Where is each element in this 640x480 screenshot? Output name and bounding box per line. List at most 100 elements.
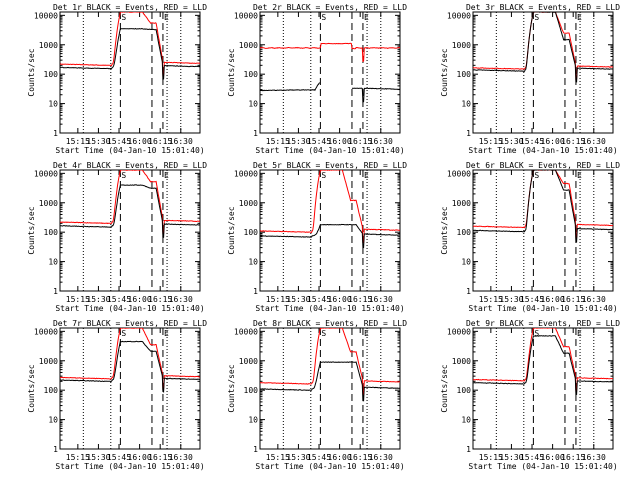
lld-series (473, 328, 613, 392)
y-axis-label: Counts/sec (227, 364, 236, 412)
events-series (473, 335, 613, 396)
y-axis-label: Counts/sec (27, 48, 36, 96)
end-marker-label: E (577, 171, 582, 180)
start-marker-label: S (321, 13, 326, 22)
y-tick-label: 10 (248, 100, 258, 109)
panel-title: Det 1r BLACK = Events, RED = LLD (53, 3, 207, 12)
panel-title: Det 9r BLACK = Events, RED = LLD (466, 319, 620, 328)
y-tick-label: 1000 (239, 41, 258, 50)
y-tick-label: 1 (253, 445, 258, 454)
end-marker-label: E (364, 13, 369, 22)
end-marker-label: E (577, 13, 582, 22)
x-axis-label: Start Time (04-Jan-10 15:01:40) (55, 146, 204, 155)
plot-frame (59, 169, 201, 292)
y-tick-label: 100 (44, 70, 59, 79)
y-tick-label: 100 (244, 228, 259, 237)
x-tick-label: 15:15 (479, 453, 503, 462)
y-axis-label: Counts/sec (27, 206, 36, 254)
x-tick-label: 15:30 (286, 453, 310, 462)
detector-panel-8: Det 8r BLACK = Events, RED = LLD 1 10 100 10… (227, 319, 407, 471)
events-series (473, 170, 613, 243)
lld-series (60, 12, 200, 77)
detector-panel-9: Det 9r BLACK = Events, RED = LLD 1 10 100 10… (440, 319, 620, 471)
panel-title: Det 6r BLACK = Events, RED = LLD (466, 161, 620, 170)
events-series (60, 184, 200, 238)
y-tick-label: 10000 (34, 11, 58, 20)
y-tick-label: 10000 (234, 11, 258, 20)
x-axis-label: Start Time (04-Jan-10 15:01:40) (468, 462, 617, 471)
x-tick-label: 15:45 (307, 295, 331, 304)
x-axis-label: Start Time (04-Jan-10 15:01:40) (55, 462, 204, 471)
x-tick-label: 15:45 (107, 137, 131, 146)
y-tick-label: 1000 (39, 357, 58, 366)
start-marker-label: S (534, 171, 539, 180)
x-tick-label: 16:30 (369, 295, 393, 304)
y-tick-label: 100 (44, 228, 59, 237)
x-tick-label: 15:30 (86, 453, 110, 462)
x-tick-label: 16:15 (561, 295, 585, 304)
x-tick-label: 15:45 (520, 295, 544, 304)
x-tick-label: 16:00 (328, 295, 352, 304)
x-axis-label: Start Time (04-Jan-10 15:01:40) (55, 304, 204, 313)
lld-series (260, 170, 400, 244)
end-marker-label: E (364, 329, 369, 338)
x-tick-label: 16:30 (582, 453, 606, 462)
y-tick-label: 10 (48, 416, 58, 425)
end-marker-label: E (364, 171, 369, 180)
y-tick-label: 1000 (239, 199, 258, 208)
x-tick-label: 16:30 (169, 137, 193, 146)
x-tick-label: 15:30 (86, 137, 110, 146)
x-tick-label: 16:00 (128, 453, 152, 462)
x-tick-label: 15:15 (266, 453, 290, 462)
y-tick-label: 100 (457, 386, 472, 395)
start-marker-label: S (534, 329, 539, 338)
y-tick-label: 1 (253, 287, 258, 296)
y-tick-label: 1 (466, 129, 471, 138)
y-tick-label: 10 (461, 258, 471, 267)
x-axis-label: Start Time (04-Jan-10 15:01:40) (468, 146, 617, 155)
panel-title: Det 5r BLACK = Events, RED = LLD (253, 161, 407, 170)
y-tick-label: 10000 (34, 169, 58, 178)
lld-series (473, 170, 613, 239)
plot-frame (259, 11, 401, 134)
y-tick-label: 10 (48, 100, 58, 109)
x-tick-label: 16:00 (128, 137, 152, 146)
y-axis-label: Counts/sec (440, 364, 449, 412)
x-tick-label: 16:15 (148, 137, 172, 146)
x-tick-label: 16:30 (582, 295, 606, 304)
plot-frame (472, 327, 614, 450)
x-tick-label: 15:15 (66, 453, 90, 462)
x-axis-label: Start Time (04-Jan-10 15:01:40) (468, 304, 617, 313)
lld-series (260, 328, 400, 395)
x-tick-label: 16:30 (169, 453, 193, 462)
y-tick-label: 10000 (447, 169, 471, 178)
x-tick-label: 16:15 (148, 295, 172, 304)
y-tick-label: 10000 (234, 327, 258, 336)
x-tick-label: 16:30 (582, 137, 606, 146)
start-marker-label: S (321, 329, 326, 338)
x-tick-label: 15:15 (266, 295, 290, 304)
x-tick-label: 15:15 (479, 295, 503, 304)
detector-panel-7: Det 7r BLACK = Events, RED = LLD 1 10 100 10… (27, 319, 207, 471)
y-axis-label: Counts/sec (440, 48, 449, 96)
detector-panel-1: Det 1r BLACK = Events, RED = LLD 1 10 100 10… (27, 3, 207, 155)
plot-frame (59, 327, 201, 450)
y-axis-label: Counts/sec (440, 206, 449, 254)
events-series (260, 361, 400, 402)
events-series (60, 340, 200, 393)
y-tick-label: 1000 (452, 199, 471, 208)
x-axis-label: Start Time (04-Jan-10 15:01:40) (255, 146, 404, 155)
y-tick-label: 100 (457, 70, 472, 79)
y-tick-label: 1000 (39, 41, 58, 50)
x-tick-label: 16:00 (541, 453, 565, 462)
detector-panel-5: Det 5r BLACK = Events, RED = LLD 1 10 100 10… (227, 161, 407, 313)
x-tick-label: 16:30 (169, 295, 193, 304)
x-tick-label: 15:15 (266, 137, 290, 146)
x-tick-label: 16:00 (541, 295, 565, 304)
x-tick-label: 16:00 (328, 137, 352, 146)
events-series (60, 27, 200, 81)
y-tick-label: 100 (457, 228, 472, 237)
panel-title: Det 7r BLACK = Events, RED = LLD (53, 319, 207, 328)
y-axis-label: Counts/sec (227, 206, 236, 254)
